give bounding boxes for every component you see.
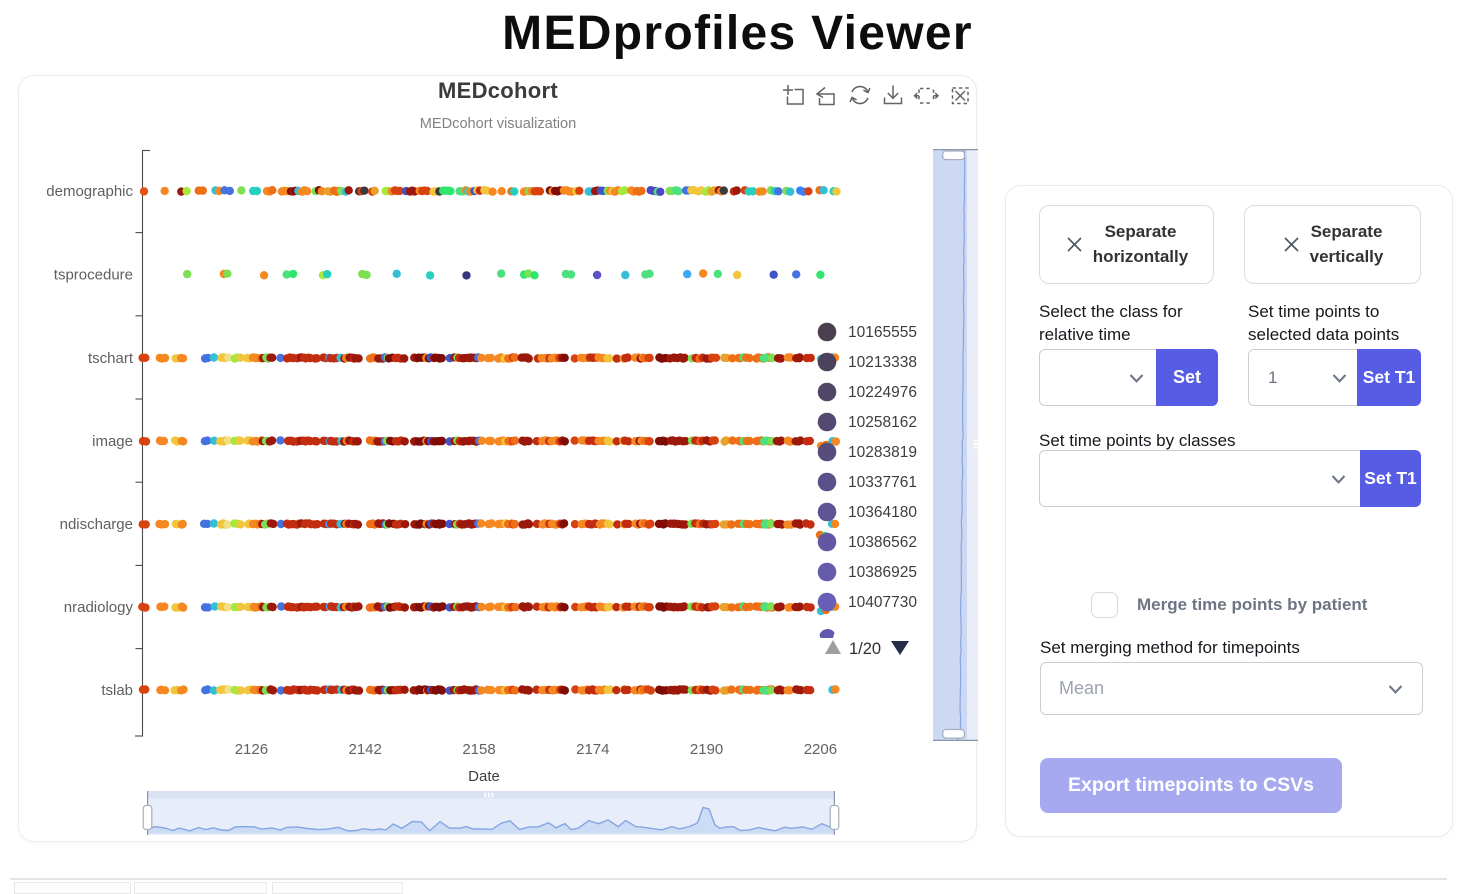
svg-text:10258162: 10258162 [848, 414, 917, 431]
svg-text:demographic: demographic [46, 183, 133, 200]
svg-text:10364180: 10364180 [848, 504, 917, 521]
svg-text:10165555: 10165555 [848, 324, 917, 341]
svg-text:image: image [92, 433, 133, 450]
svg-text:10337761: 10337761 [848, 474, 917, 491]
svg-text:10224976: 10224976 [848, 384, 917, 401]
svg-text:10283819: 10283819 [848, 444, 917, 461]
svg-text:10213338: 10213338 [848, 354, 917, 371]
svg-text:2190: 2190 [690, 741, 723, 758]
svg-text:2206: 2206 [804, 741, 837, 758]
svg-text:tschart: tschart [88, 350, 134, 367]
svg-text:10407730: 10407730 [848, 594, 917, 611]
svg-text:ndischarge: ndischarge [60, 516, 133, 533]
svg-text:10386925: 10386925 [848, 564, 917, 581]
svg-text:1/20: 1/20 [849, 640, 881, 658]
svg-text:2158: 2158 [462, 741, 495, 758]
svg-text:MEDcohort: MEDcohort [438, 78, 558, 103]
svg-text:nradiology: nradiology [64, 599, 134, 616]
svg-text:MEDcohort visualization: MEDcohort visualization [420, 116, 577, 132]
svg-text:tslab: tslab [101, 682, 133, 699]
svg-text:tsprocedure: tsprocedure [54, 267, 133, 284]
svg-text:2174: 2174 [576, 741, 609, 758]
svg-text:2142: 2142 [349, 741, 382, 758]
svg-text:Date: Date [468, 768, 500, 785]
svg-text:2126: 2126 [235, 741, 268, 758]
svg-text:10386562: 10386562 [848, 534, 917, 551]
